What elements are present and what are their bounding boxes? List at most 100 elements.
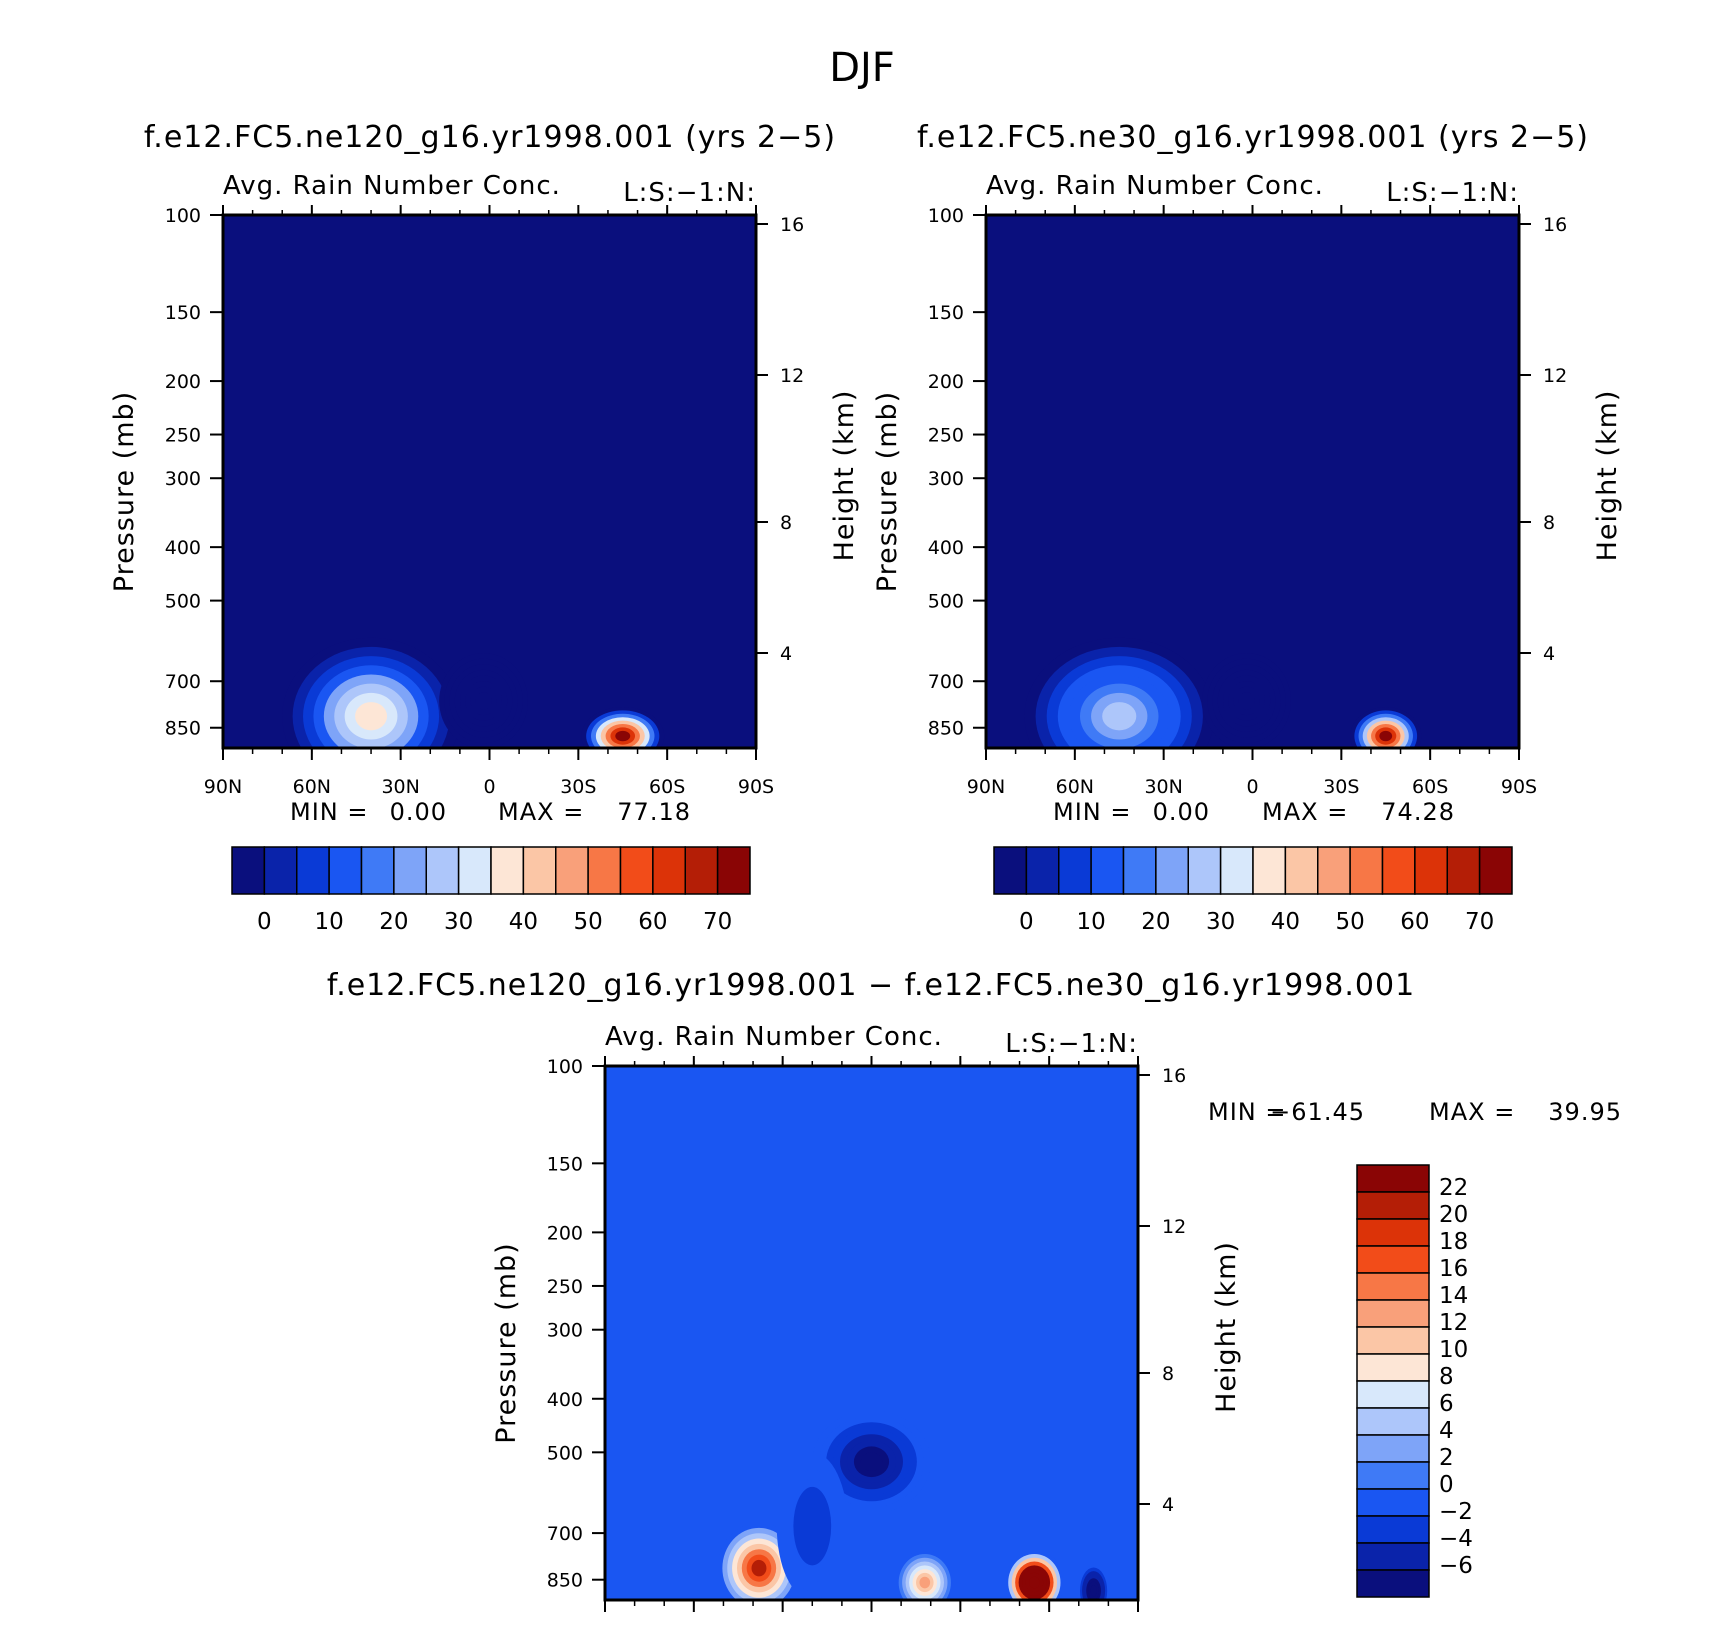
height-tick-label: 8 xyxy=(780,512,792,534)
colorbar-swatch xyxy=(1356,1407,1430,1436)
min-value: 0.00 xyxy=(390,798,447,826)
height-tick-label: 16 xyxy=(780,214,804,236)
colorbar-swatch xyxy=(1252,846,1287,895)
colorbar-swatch xyxy=(555,846,589,895)
panel-difference: f.e12.FC5.ne120_g16.yr1998.001 − f.e12.F… xyxy=(327,968,1621,1631)
colorbar-tick-label: 4 xyxy=(1439,1418,1454,1444)
contour-level-NH-midlatitude-rain-maximum xyxy=(355,702,388,731)
height-tick-label: 16 xyxy=(1162,1065,1186,1087)
pressure-tick-label: 200 xyxy=(165,371,201,393)
colorbar-swatch xyxy=(1446,846,1481,895)
max-value: 74.28 xyxy=(1381,798,1455,826)
pressure-tick-label: 850 xyxy=(547,1570,583,1592)
variable-title: Avg. Rain Number Conc. xyxy=(605,1022,943,1052)
colorbar-tick-label: −6 xyxy=(1439,1553,1473,1579)
colorbar-tick-label: 18 xyxy=(1439,1229,1468,1255)
pressure-tick-label: 250 xyxy=(928,425,964,447)
max-value: 77.18 xyxy=(617,798,691,826)
contour-level-SH-midlatitude-rain-maximum xyxy=(615,730,631,742)
height-tick-label: 4 xyxy=(780,643,792,665)
colorbar-swatch xyxy=(1090,846,1125,895)
pressure-tick-label: 500 xyxy=(547,1442,583,1464)
colorbar-swatch xyxy=(296,846,330,895)
colorbar-tick-label: 30 xyxy=(444,909,473,935)
pressure-tick-label: 400 xyxy=(165,537,201,559)
pressure-tick-label: 700 xyxy=(928,671,964,693)
case-title: f.e12.FC5.ne120_g16.yr1998.001 − f.e12.F… xyxy=(327,968,1415,1003)
colorbar-swatch xyxy=(1122,846,1157,895)
height-tick-label: 12 xyxy=(1162,1216,1186,1238)
height-tick-label: 16 xyxy=(1543,214,1567,236)
pressure-tick-label: 250 xyxy=(547,1276,583,1298)
colorbar-swatch xyxy=(457,846,492,895)
pressure-tick-label: 400 xyxy=(928,537,964,559)
colorbar-swatch xyxy=(1349,846,1384,895)
colorbar-swatch xyxy=(1317,846,1351,895)
colorbar-swatch xyxy=(425,846,460,895)
height-tick-label: 8 xyxy=(1162,1363,1174,1385)
levels-note: L:S:−1:N: xyxy=(1386,178,1519,208)
levels-note: L:S:−1:N: xyxy=(1005,1029,1138,1059)
colorbar-tick-label: 0 xyxy=(1439,1472,1454,1498)
y-axis-right-label: Height (km) xyxy=(829,390,860,562)
colorbar-swatch xyxy=(684,846,719,895)
colorbar-swatch xyxy=(393,846,427,895)
y-axis-label: Pressure (mb) xyxy=(491,1242,522,1443)
y-axis-label: Pressure (mb) xyxy=(109,391,140,592)
contour-level-southern-subtropics-positive-difference xyxy=(919,1576,931,1589)
min-label: MIN = xyxy=(1208,1098,1286,1126)
pressure-tick-label: 150 xyxy=(165,302,201,324)
latitude-tick-label: 90S xyxy=(1501,776,1537,798)
y-axis-right-label: Height (km) xyxy=(1211,1241,1242,1413)
colorbar-tick-label: 70 xyxy=(703,909,732,935)
min-label: MIN = xyxy=(1053,798,1131,826)
colorbar-swatch xyxy=(1356,1245,1430,1274)
pressure-tick-label: 850 xyxy=(165,718,201,740)
colorbar-swatch xyxy=(490,846,525,895)
colorbar-tick-label: 14 xyxy=(1439,1283,1468,1309)
min-value: −61.45 xyxy=(1270,1098,1365,1126)
colorbar-swatch xyxy=(360,846,395,895)
contour-field xyxy=(223,215,756,748)
colorbar-tick-label: 20 xyxy=(379,909,408,935)
colorbar-swatch xyxy=(1356,1272,1430,1301)
pressure-tick-label: 150 xyxy=(547,1153,583,1175)
pressure-tick-label: 100 xyxy=(547,1056,583,1078)
colorbar-swatch xyxy=(1025,846,1060,895)
case-title: f.e12.FC5.ne120_g16.yr1998.001 (yrs 2−5) xyxy=(144,120,836,155)
colorbar-swatch xyxy=(1478,846,1513,895)
colorbar-tick-label: 20 xyxy=(1439,1202,1468,1228)
colorbar-tick-label: 30 xyxy=(1206,909,1235,935)
pressure-tick-label: 400 xyxy=(547,1389,583,1411)
colorbar: 0 10 20 30 40 50 60 70 xyxy=(993,846,1513,935)
latitude-tick-label: 0 xyxy=(483,776,495,798)
pressure-tick-label: 700 xyxy=(547,1523,583,1545)
colorbar-swatch xyxy=(1356,1434,1430,1463)
colorbar-tick-label: 60 xyxy=(1400,909,1429,935)
variable-title: Avg. Rain Number Conc. xyxy=(986,171,1324,201)
colorbar-swatch xyxy=(1356,1515,1430,1544)
colorbar-tick-label: 70 xyxy=(1465,909,1494,935)
colorbar-tick-label: 0 xyxy=(1019,909,1034,935)
colorbar-swatch xyxy=(1356,1218,1430,1247)
latitude-tick-label: 60S xyxy=(649,776,685,798)
colorbar-tick-label: −2 xyxy=(1439,1499,1473,1525)
height-tick-label: 4 xyxy=(1543,643,1555,665)
colorbar-swatch xyxy=(1187,846,1222,895)
pressure-tick-label: 200 xyxy=(928,371,964,393)
colorbar-swatch xyxy=(263,846,298,895)
colorbar-swatch xyxy=(993,846,1028,895)
colorbar: 0 10 20 30 40 50 60 70 xyxy=(231,846,751,935)
colorbar-tick-label: 50 xyxy=(1335,909,1364,935)
colorbar-swatch xyxy=(587,846,622,895)
latitude-tick-label: 0 xyxy=(1246,776,1258,798)
colorbar-tick-label: 6 xyxy=(1439,1391,1454,1417)
height-tick-label: 12 xyxy=(1543,365,1567,387)
latitude-tick-label: 90N xyxy=(967,776,1005,798)
colorbar-tick-label: −4 xyxy=(1439,1526,1473,1552)
contour-level-equatorial-negative-difference xyxy=(805,1512,819,1540)
colorbar-tick-label: 16 xyxy=(1439,1256,1468,1282)
colorbar-swatch xyxy=(619,846,654,895)
y-axis-right-label: Height (km) xyxy=(1592,390,1623,562)
